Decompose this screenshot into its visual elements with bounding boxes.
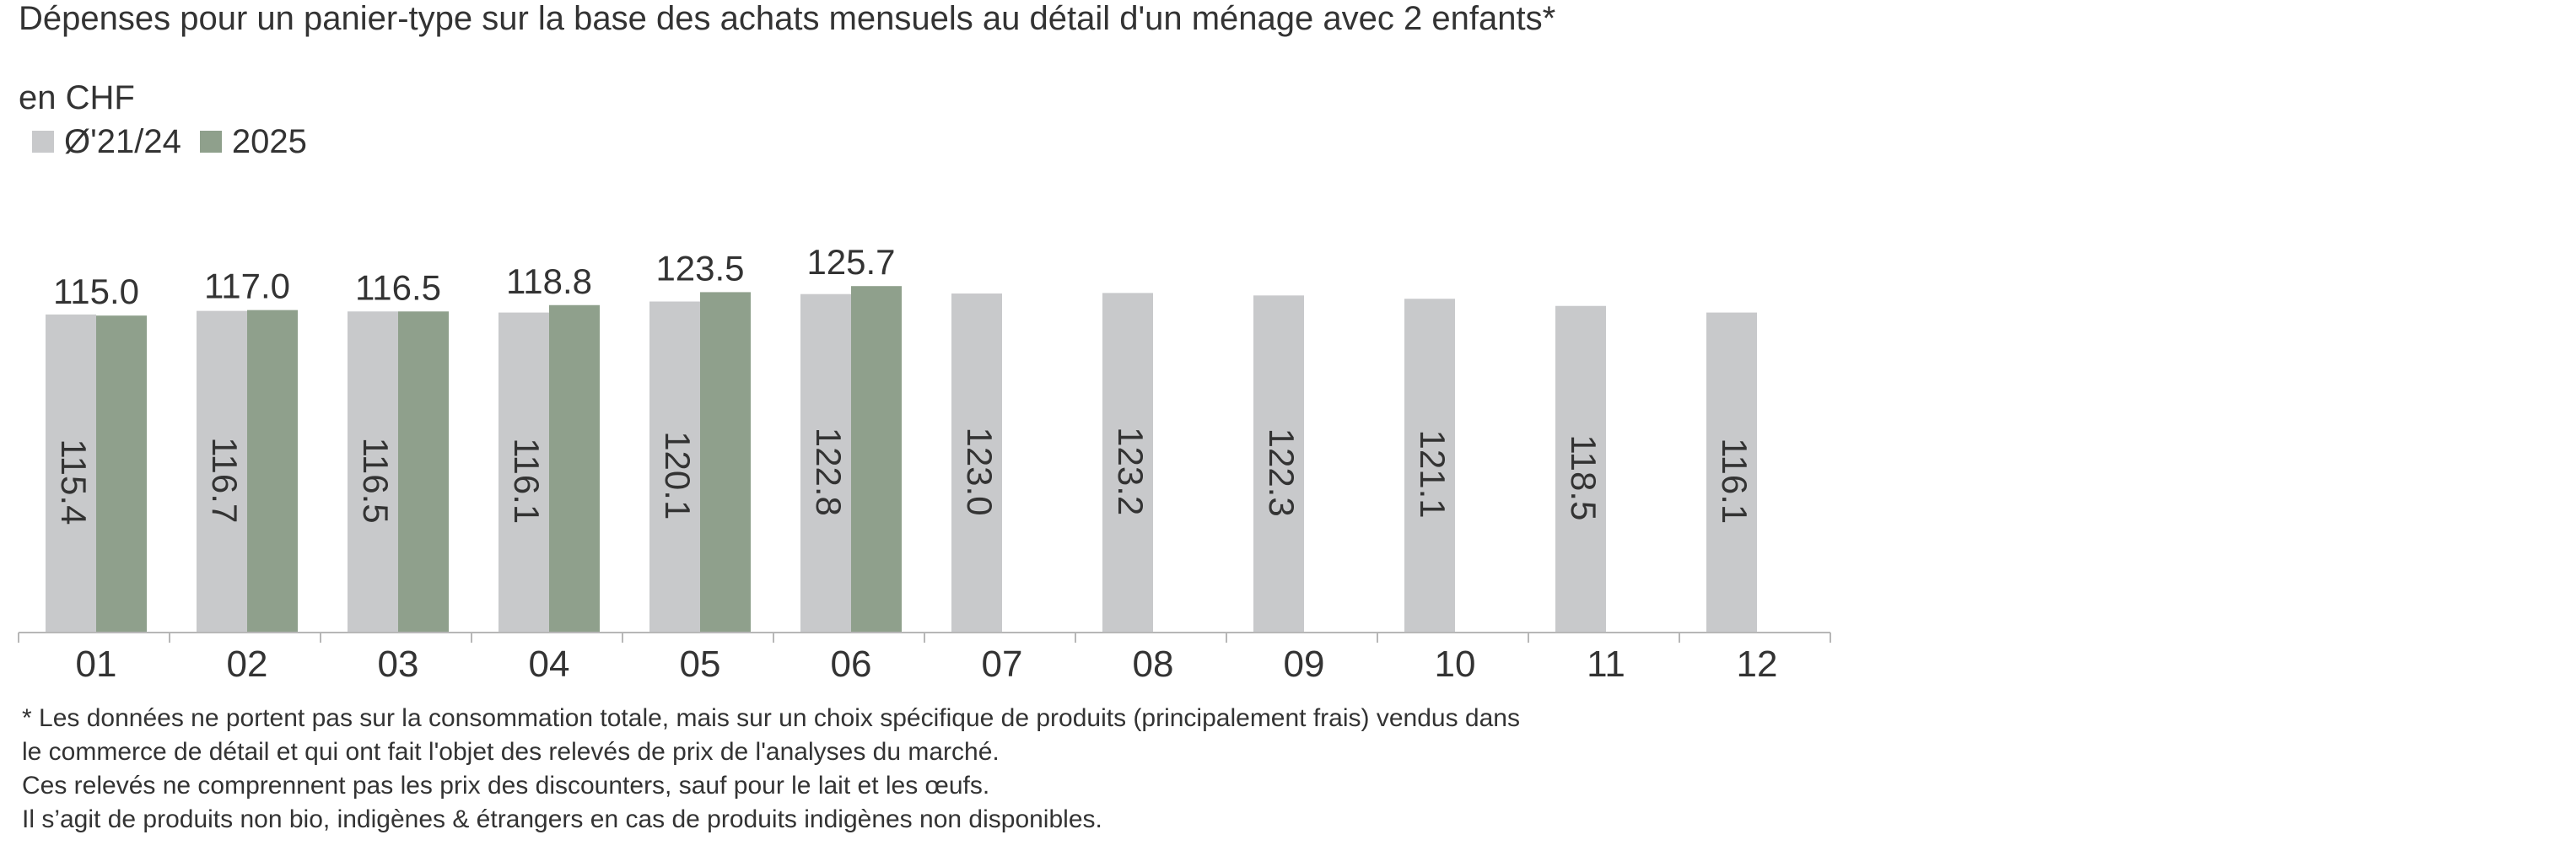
bar-avg-06 [800,293,851,633]
x-tick-label-09: 09 [1284,644,1325,685]
bar-avg-07 [951,293,1002,633]
bar-avg-01 [46,314,96,633]
legend-item-2025: 2025 [199,122,307,161]
x-tick-label-12: 12 [1737,644,1778,685]
data-label-2025-06: 125.7 [806,242,895,282]
bar-2025-04 [549,304,600,633]
footnote-line: le commerce de détail et qui ont fait l'… [22,738,1000,766]
x-tick-label-03: 03 [378,644,419,685]
x-tick-label-02: 02 [227,644,268,685]
data-label-avg-07: 123.0 [960,427,1000,515]
bar-avg-04 [498,312,549,633]
data-label-avg-05: 120.1 [658,431,698,520]
footnote-line: Ces relevés ne comprennent pas les prix … [22,772,990,800]
legend: Ø'21/24 2025 [32,121,326,162]
data-label-avg-01: 115.4 [54,439,94,525]
x-tick-label-06: 06 [831,644,872,685]
bar-avg-11 [1555,305,1606,633]
footnote: * Les données ne portent pas sur la cons… [22,702,1520,837]
bar-avg-09 [1253,295,1304,633]
data-label-avg-08: 123.2 [1111,427,1151,515]
x-tick-label-10: 10 [1435,644,1476,685]
bar-2025-05 [700,292,751,633]
bar-2025-06 [851,286,902,633]
bar-avg-10 [1404,299,1455,633]
x-tick-label-05: 05 [680,644,721,685]
x-tick-label-07: 07 [982,644,1023,685]
x-tick-label-08: 08 [1133,644,1174,685]
footnote-line: * Les données ne portent pas sur la cons… [22,704,1520,732]
data-label-2025-04: 118.8 [506,261,592,301]
legend-label-avg: Ø'21/24 [64,122,181,160]
bar-avg-02 [197,310,247,633]
legend-swatch-avg [32,131,54,153]
data-label-avg-06: 122.8 [809,428,849,516]
data-label-avg-03: 116.5 [356,438,396,524]
legend-swatch-2025 [199,131,222,153]
footnote-line: Il s’agit de produits non bio, indigènes… [22,805,1102,833]
unit-label: en CHF [19,79,135,116]
x-tick-label-11: 11 [1587,644,1625,685]
data-label-2025-01: 115.0 [53,272,139,311]
bar-avg-05 [649,301,700,633]
data-label-2025-05: 123.5 [655,248,744,288]
bar-chart: 115.4 115.0 01 116.7 117.0 02 116.5 116.5 03 116.… [18,242,1831,685]
bar-2025-03 [398,311,449,633]
x-tick-label-01: 01 [76,644,117,685]
x-tick-label-04: 04 [529,644,570,685]
bar-avg-03 [348,311,398,633]
data-label-avg-09: 122.3 [1262,428,1301,517]
chart-title: Dépenses pour un panier-type sur la base… [19,0,1556,37]
legend-label-2025: 2025 [231,122,307,160]
data-label-avg-11: 118.5 [1564,434,1603,520]
data-label-avg-02: 116.7 [205,437,245,523]
bar-2025-01 [96,315,147,633]
bar-avg-12 [1706,312,1757,633]
data-label-avg-04: 116.1 [507,438,547,524]
data-label-avg-10: 121.1 [1413,430,1452,519]
legend-item-avg: Ø'21/24 [32,123,181,161]
data-label-2025-02: 117.0 [204,267,290,306]
bar-2025-02 [247,310,298,633]
bar-avg-08 [1102,293,1153,633]
data-label-avg-12: 116.1 [1715,438,1754,524]
data-label-2025-03: 116.5 [355,267,441,307]
